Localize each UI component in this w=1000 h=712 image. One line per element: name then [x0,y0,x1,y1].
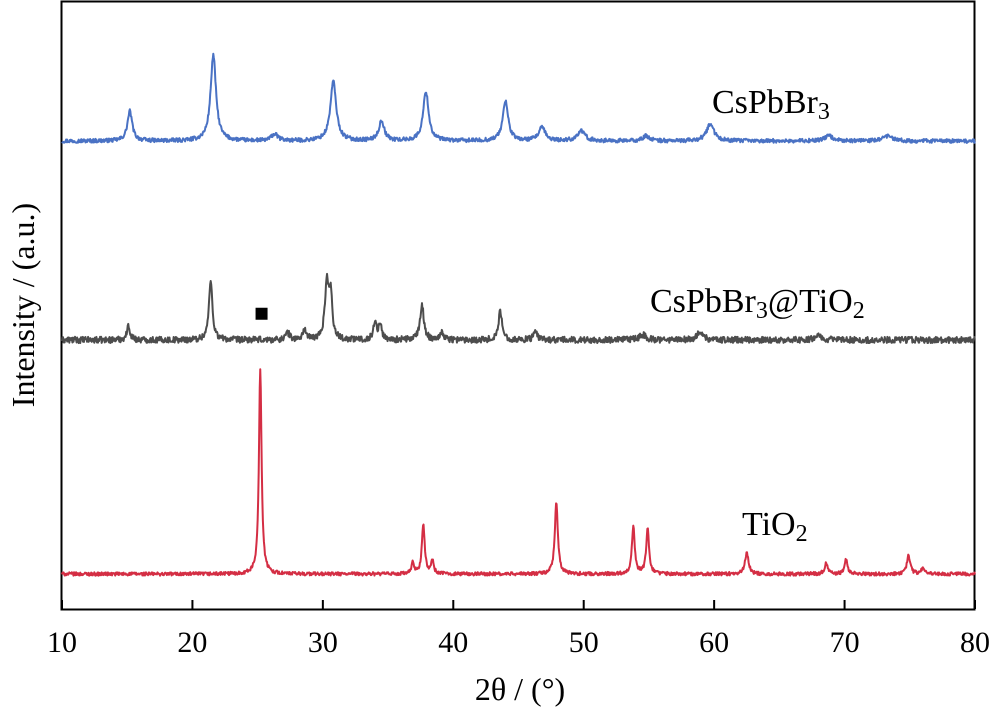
plot-frame [60,0,976,611]
series-lines [61,52,976,577]
x-tick-label: 70 [830,626,860,659]
x-axis-ticks: 10 20 30 40 50 60 70 80 [47,600,990,659]
filled-square-marker [255,307,268,320]
x-tick-label: 40 [438,626,468,659]
series-line-2 [61,368,976,577]
x-axis-title: 2θ / (°) [475,671,565,707]
series-line-0 [61,52,976,144]
x-tick-label: 10 [47,626,77,659]
x-tick-label: 60 [699,626,729,659]
series-label-0: CsPbBr3 [712,84,830,125]
x-tick-label: 50 [569,626,599,659]
x-tick-label: 20 [177,626,207,659]
series-labels: CsPbBr3 CsPbBr3@TiO2 TiO2 [650,84,865,547]
y-axis-title: Intensity / (a.u.) [5,203,41,407]
x-tick-label: 30 [308,626,338,659]
x-tick-label: 80 [960,626,990,659]
series-label-1: CsPbBr3@TiO2 [650,283,865,324]
series-line-1 [61,272,976,345]
series-label-2: TiO2 [742,506,808,547]
